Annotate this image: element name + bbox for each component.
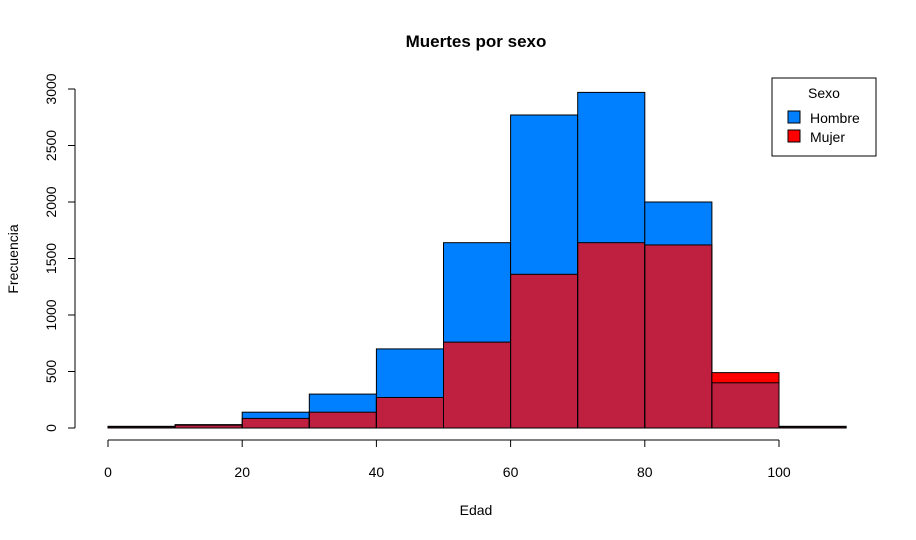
legend: Sexo Hombre Mujer [771,77,877,157]
x-tick-label-100: 100 [767,464,791,480]
bar-hombre-20-30 [242,412,310,419]
x-axis: 0 20 40 60 80 100 [104,439,791,480]
bar-outline-mujer-100-110 [778,425,847,429]
bar-overlap-80-90 [644,244,712,428]
chart-title: Muertes por sexo [406,32,547,51]
y-tick-label-2000: 2000 [43,186,59,217]
bar-hombre-50-60 [443,242,511,343]
y-tick-label-3000: 3000 [43,73,59,104]
y-axis-label: Frecuencia [5,224,21,293]
bar-hombre-40-50 [376,348,444,398]
bar-overlap-50-60 [443,342,511,428]
bar-outline-mujer-80-90 [644,244,713,429]
bar-overlap-90-100 [711,382,779,428]
y-tick-label-1000: 1000 [43,299,59,330]
y-tick-label-0: 0 [43,424,59,432]
bar-overlap-40-50 [376,397,444,428]
legend-swatch-mujer [787,129,801,143]
bar-overlap-20-30 [242,418,310,428]
x-tick-label-60: 60 [503,464,519,480]
bar-outline-mujer-90-100 [711,372,780,429]
legend-title: Sexo [808,85,840,101]
bar-overlap-10-20 [175,425,243,428]
x-tick-label-20: 20 [234,464,250,480]
bar-hombre-30-40 [309,394,377,413]
x-tick-label-80: 80 [637,464,653,480]
legend-swatch-hombre [787,110,801,124]
y-tick-label-500: 500 [43,360,59,384]
bar-overlap-30-40 [309,412,377,428]
bar-overlap-100-110 [779,426,847,428]
x-tick-label-0: 0 [104,464,112,480]
legend-label-mujer: Mujer [810,129,845,145]
bars-group [107,91,847,429]
y-tick-label-1500: 1500 [43,243,59,274]
x-tick-label-40: 40 [369,464,385,480]
bar-overlap-0-10 [108,426,176,428]
bar-hombre-70-80 [577,92,645,243]
bar-overlap-70-80 [577,242,645,428]
bar-hombre-60-70 [510,114,578,275]
x-axis-label: Edad [460,502,493,518]
y-tick-label-2500: 2500 [43,130,59,161]
bar-mujer-90-100 [711,372,779,383]
bar-overlap-60-70 [510,274,578,428]
bar-hombre-80-90 [644,202,712,245]
legend-label-hombre: Hombre [810,110,860,126]
y-axis: 0 500 1000 1500 2000 2500 3000 [43,73,76,432]
